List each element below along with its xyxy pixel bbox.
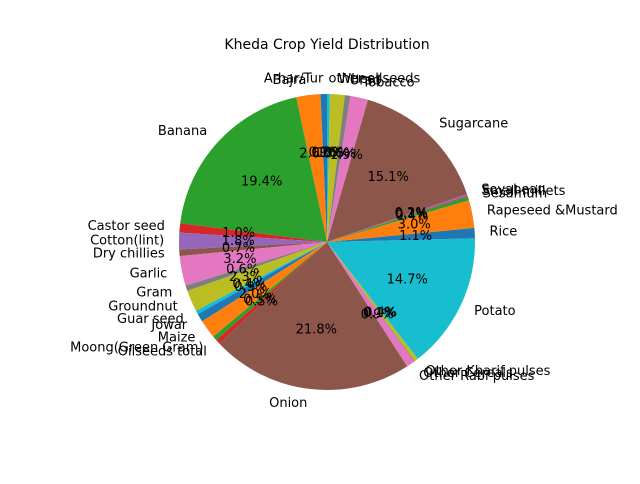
chart-title: Kheda Crop Yield Distribution [224, 37, 429, 53]
pie-slice-onion [219, 242, 408, 390]
category-label-guar-seed: Guar seed [117, 312, 184, 327]
percent-label-dry-chillies: 0.7% [222, 241, 255, 256]
category-label-rice: Rice [490, 225, 518, 240]
pie-slice-castor-seed [179, 223, 327, 242]
pie-slice-garlic [179, 242, 327, 286]
category-label-cotton-lint: Cotton(lint) [90, 233, 164, 248]
pie-slice-potato [327, 238, 475, 359]
category-label-bajra: Bajra [273, 73, 307, 88]
category-label-oilseeds-total: Oilseeds total [118, 344, 207, 359]
percent-label-banana: 19.4% [241, 174, 282, 189]
pie-slice-rapeseed-mustard [327, 200, 475, 242]
category-label-small-millets: Small millets [482, 184, 566, 199]
percent-label-oilseeds-total: 0.5% [245, 294, 278, 309]
percent-label-arhar-tur: 0.7% [309, 146, 342, 161]
category-label-soyabean: Soyabean [481, 183, 545, 198]
pie-slice-sesamum [327, 196, 469, 242]
percent-label-cotton-lint: 1.8% [222, 234, 255, 249]
pie-slice-sugarcane [327, 99, 467, 242]
category-label-other-cereals: Other Cereals [423, 366, 513, 381]
pie-slice-urad [327, 95, 351, 242]
percent-label-moong-green-gram: 0.5% [243, 292, 276, 307]
percent-label-groundnut: 2.3% [229, 270, 262, 285]
category-label-potato: Potato [474, 304, 515, 319]
percent-labels-layer: 0.7%2.6%19.4%1.0%1.8%0.7%3.2%0.6%2.3%0.4… [222, 146, 432, 338]
category-label-sugarcane: Sugarcane [439, 116, 508, 131]
pie-slice-groundnut [187, 242, 327, 311]
percent-label-rice: 1.1% [399, 229, 432, 244]
category-label-sesamum: Sesamum [483, 187, 548, 202]
category-label-other-oilseeds: other oilseeds [329, 72, 421, 87]
percent-label-wheat: 1.6% [317, 146, 350, 161]
pie-slice-tobacco [327, 95, 368, 243]
category-label-dry-chillies: Dry chillies [93, 246, 165, 261]
percent-label-garlic: 3.2% [223, 252, 256, 267]
pie-slice-jowar [197, 242, 327, 322]
pie-slice-other-rabi-pulses [327, 242, 415, 367]
percent-label-onion: 21.8% [296, 323, 337, 338]
percent-label-small-millets: 0.1% [395, 207, 428, 222]
percent-label-guar-seed: 0.4% [232, 277, 265, 292]
slices-layer [178, 94, 475, 390]
category-label-maize: Maize [158, 330, 196, 345]
pie-slice-small-millets [327, 195, 468, 242]
percent-label-bajra: 2.6% [299, 146, 332, 161]
category-label-castor-seed: Castor seed [88, 219, 165, 234]
percent-label-jowar: 0.9% [234, 280, 267, 295]
percent-label-gram: 0.6% [226, 262, 259, 277]
pie-slice-maize [202, 242, 327, 337]
percent-label-tobacco: 1.9% [330, 148, 363, 163]
pie-slice-bajra [296, 94, 327, 243]
pie-slice-moong-green-gram [213, 242, 327, 341]
pie-slice-rice [327, 227, 475, 242]
category-label-garlic: Garlic [130, 266, 168, 281]
percent-label-maize: 2.0% [239, 287, 272, 302]
category-label-gram: Gram [136, 285, 172, 300]
pie-slice-arhar-tur [320, 94, 327, 242]
category-label-onion: Onion [269, 396, 307, 411]
pie-slice-dry-chillies [179, 242, 327, 257]
percent-label-urad: 0.6% [323, 147, 356, 162]
pie-slice-banana [180, 97, 327, 242]
pie-slice-wheat [327, 94, 345, 242]
pie-slice-other-kharif-pulses [327, 242, 418, 362]
pie-slice-other-cereals [327, 242, 415, 362]
category-label-rapeseed-mustard: Rapeseed &Mustard [487, 204, 618, 219]
category-label-wheat: Wheat [338, 72, 380, 87]
percent-label-other-oilseeds: 0.3% [311, 146, 344, 161]
percent-label-soyabean: 0.2% [395, 206, 428, 221]
pie-slice-other-oilseeds [327, 94, 330, 242]
pie-slice-soyabean [327, 193, 468, 242]
pie-slice-oilseeds-total [216, 242, 327, 344]
percent-label-potato: 14.7% [387, 272, 428, 287]
percent-label-other-kharif-pulses: 0.4% [364, 305, 397, 320]
percent-label-sesamum: 0.4% [395, 208, 428, 223]
category-label-banana: Banana [158, 124, 207, 139]
percent-label-rapeseed-mustard: 3.0% [398, 218, 431, 233]
category-label-arhar-tur: Arhar/Tur [264, 72, 324, 87]
pie-slice-cotton-lint [178, 232, 327, 250]
category-label-groundnut: Groundnut [108, 299, 177, 314]
category-label-urad: Urad [350, 73, 381, 88]
category-label-other-rabi-pulses: Other Rabi pulses [419, 369, 535, 384]
category-label-moong-green-gram: Moong(Green Gram) [70, 341, 203, 356]
pie-slice-guar-seed [195, 242, 327, 315]
category-label-tobacco: Tobacco [361, 76, 414, 91]
category-label-jowar: Jowar [150, 318, 187, 333]
category-label-other-kharif-pulses: Other Kharif pulses [425, 364, 550, 379]
percent-label-other-cereals: 0.1% [363, 306, 396, 321]
pie-slice-gram [185, 242, 327, 291]
percent-label-castor-seed: 1.0% [222, 226, 255, 241]
percent-label-other-rabi-pulses: 0.9% [361, 308, 394, 323]
percent-label-sugarcane: 15.1% [368, 170, 409, 185]
